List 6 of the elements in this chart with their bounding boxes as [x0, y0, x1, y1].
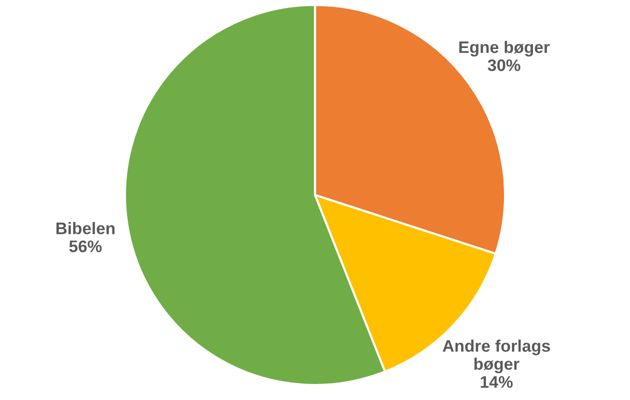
data-label: 14%: [480, 376, 513, 388]
slice-label: Egne bøger: [459, 40, 550, 56]
slice-label: Bibelen: [56, 222, 115, 234]
data-label: 30%: [488, 59, 520, 72]
data-label: 56%: [69, 240, 102, 252]
slice-label: Andre forlags bøger: [442, 340, 550, 374]
